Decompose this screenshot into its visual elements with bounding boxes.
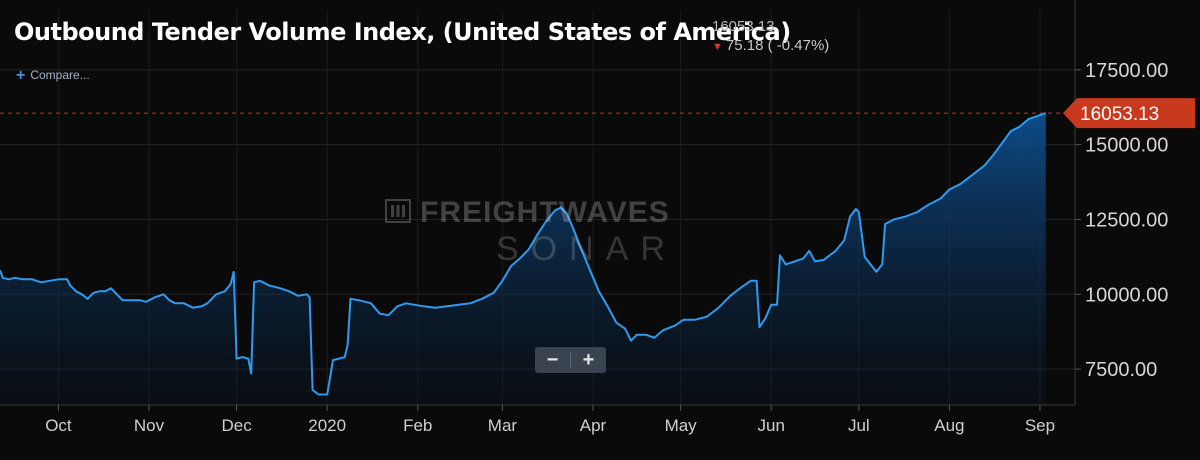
x-tick-label: Jul	[848, 416, 870, 435]
compare-button[interactable]: + Compare...	[16, 66, 90, 84]
zoom-out-button[interactable]: −	[546, 349, 559, 371]
x-tick-label: Nov	[134, 416, 165, 435]
price-tag-text: 16053.13	[1080, 104, 1159, 125]
y-tick-label: 10000.00	[1085, 284, 1168, 306]
zoom-in-button[interactable]: +	[582, 349, 595, 371]
x-tick-label: Apr	[580, 416, 607, 435]
x-tick-label: Sep	[1025, 416, 1055, 435]
plus-icon: +	[16, 67, 26, 84]
watermark-line1: FREIGHTWAVES	[420, 196, 670, 229]
price-tag-shape	[1063, 98, 1195, 129]
y-tick-label: 12500.00	[1085, 209, 1168, 231]
x-tick-label: Feb	[403, 416, 432, 435]
x-tick-label: Aug	[934, 416, 964, 435]
series-line[interactable]	[0, 112, 1047, 396]
last-price-tag: 16053.13	[1063, 98, 1195, 129]
watermark-logo-icon	[385, 199, 411, 223]
zoom-divider	[570, 352, 571, 368]
zoom-controls: − +	[535, 347, 606, 373]
compare-label: Compare...	[30, 68, 90, 82]
watermark-line2: SONAR	[496, 230, 677, 268]
x-tick-label: Mar	[488, 416, 518, 435]
down-arrow-icon: ▼	[712, 41, 723, 53]
change-row: ▼ 75.18 ( -0.47%)	[712, 36, 829, 57]
x-tick-label: Oct	[45, 416, 72, 435]
chart-title: Outbound Tender Volume Index, (United St…	[14, 18, 791, 46]
change-value: 75.18 ( -0.47%)	[725, 37, 830, 54]
x-axis-ticks: Oct Nov Dec 2020 Feb Mar Apr May Jun Jul Aug Sep	[45, 405, 1055, 435]
y-axis-ticks: 7500.00 10000.00 12500.00 15000.00 17500.00	[1075, 60, 1168, 381]
x-tick-label: Jun	[757, 416, 784, 435]
y-tick-label: 17500.00	[1085, 60, 1168, 82]
y-tick-label: 15000.00	[1085, 135, 1168, 157]
x-tick-label: Dec	[221, 416, 252, 435]
area-fill	[0, 113, 1046, 405]
price-summary: 16053.13 ▼ 75.18 ( -0.47%)	[712, 17, 829, 57]
x-tick-label: 2020	[308, 416, 346, 435]
last-value: 16053.13	[712, 18, 775, 35]
watermark: FREIGHTWAVES SONAR	[384, 194, 804, 279]
x-tick-label: May	[665, 416, 698, 435]
y-tick-label: 7500.00	[1085, 359, 1157, 381]
